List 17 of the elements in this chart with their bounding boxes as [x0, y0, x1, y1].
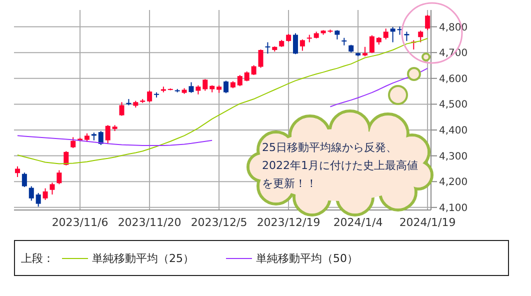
- x-tick-label: 2024/1/4: [333, 216, 383, 229]
- y-tick-label: 4,800: [439, 22, 468, 34]
- y-tick-label: 4,600: [439, 74, 468, 85]
- x-tick-label: 2023/11/20: [118, 216, 182, 229]
- y-tick-label: 4,400: [439, 126, 468, 137]
- x-tick-label: 2024/1/19: [399, 216, 456, 229]
- legend-label: 単純移動平均（25）: [92, 250, 194, 266]
- legend-title: 上段：: [21, 250, 54, 266]
- y-tick-label: 4,500: [439, 100, 468, 111]
- y-tick-label: 4,100: [439, 202, 468, 214]
- y-tick-label: 4,300: [439, 151, 468, 162]
- legend-label: 単純移動平均（50）: [256, 250, 358, 266]
- annotation: 25日移動平均線から反発、2022年1月に付けた史上最高値を更新！！: [262, 140, 419, 192]
- x-tick-label: 2023/12/19: [256, 216, 320, 229]
- x-tick-label: 2023/12/5: [190, 216, 248, 229]
- x-tick-label: 2023/11/6: [52, 216, 108, 229]
- y-tick-label: 4,200: [439, 177, 468, 188]
